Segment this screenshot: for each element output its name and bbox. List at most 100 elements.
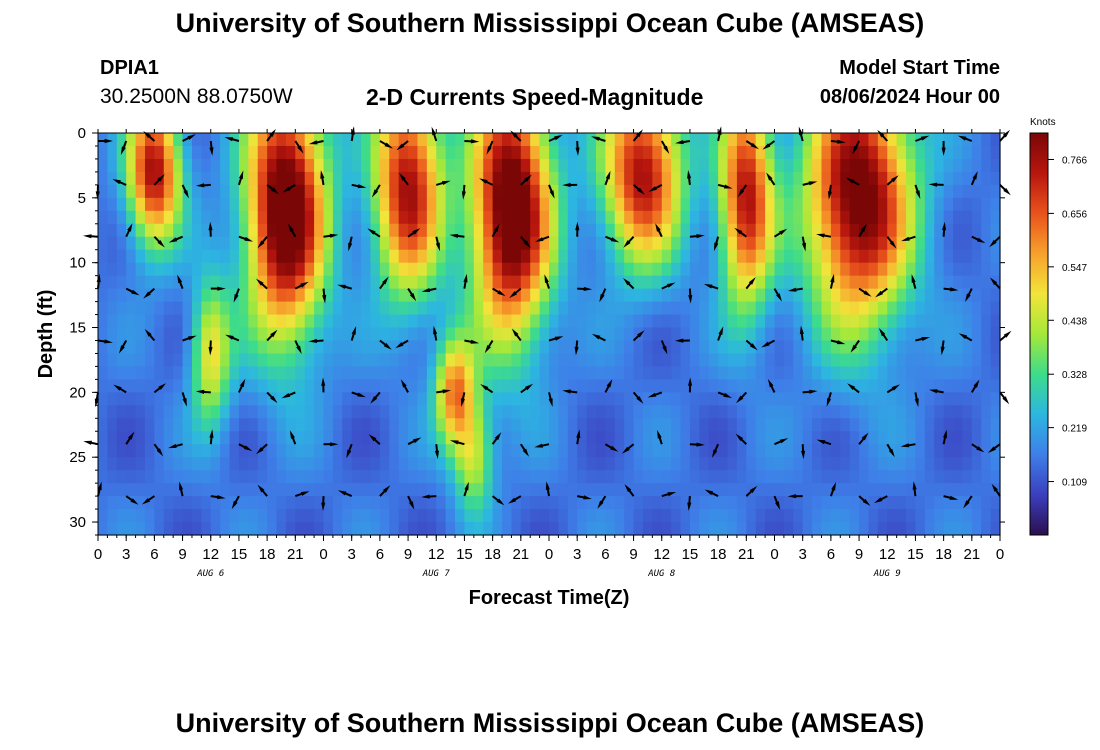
heatmap-cell [877,249,888,264]
heatmap-cell [567,158,578,173]
heatmap-cell [144,379,155,393]
heatmap-cell [868,366,879,380]
heatmap-cell [633,444,644,458]
vector-arrow [999,184,1011,196]
heatmap-cell [154,197,165,212]
heatmap-cell [896,288,907,303]
vector-arrow [461,184,466,200]
vector-arrow [574,340,579,356]
heatmap-cell [953,340,964,355]
heatmap-cell [896,457,907,471]
heatmap-cell [370,366,381,380]
heatmap-cell [520,158,531,173]
heatmap-cell [229,145,240,160]
heatmap-cell [586,262,597,277]
heatmap-cell [708,275,719,290]
heatmap-cell [699,431,710,445]
heatmap-cell [971,262,982,277]
heatmap-cell [191,314,202,329]
heatmap-cell [248,522,259,536]
vector-arrow [449,233,465,238]
heatmap-cell [652,184,663,199]
heatmap-cell [332,301,343,316]
heatmap-cell [830,262,841,277]
vector-arrow [826,392,832,407]
x-tick-label: 18 [484,546,501,563]
heatmap-cell [614,470,625,484]
heatmap-cell [840,496,851,510]
y-tick-label: 25 [69,449,86,466]
heatmap-cell [267,223,278,238]
heatmap-cell [708,509,719,523]
heatmap-cell [614,431,625,445]
heatmap-cell [586,249,597,264]
heatmap-cell [549,496,559,510]
heatmap-cell [276,314,287,329]
heatmap-cell [642,314,653,329]
heatmap-cell [154,470,165,484]
heatmap-cell [173,301,184,316]
heatmap-cell [426,392,437,406]
heatmap-cell [990,158,1001,173]
heatmap-cell [896,418,907,432]
x-tick-label: 9 [178,546,186,563]
heatmap-cell [595,301,606,316]
heatmap-cell [107,249,118,264]
heatmap-cell [624,288,635,303]
heatmap-cell [971,301,982,316]
heatmap-cell [154,275,165,290]
heatmap-cell [887,133,898,147]
heatmap-cell [736,314,747,329]
heatmap-cell [295,392,306,406]
vector-arrow [591,333,606,342]
heatmap-cell [295,262,306,277]
heatmap-cell [633,457,644,471]
heatmap-cell [248,236,259,251]
vector-arrow [209,140,214,156]
heatmap-cell [417,457,428,471]
heatmap-cell [473,210,484,225]
heatmap-cell [530,197,541,212]
heatmap-cell [483,496,494,510]
heatmap-cell [502,145,513,160]
heatmap-cell [351,366,362,380]
heatmap-cell [483,314,494,329]
heatmap-cell [389,379,400,393]
heatmap-cell [229,314,240,329]
heatmap-cell [924,457,935,471]
heatmap-cell [661,509,672,523]
heatmap-cell [896,275,907,290]
heatmap-cell [680,340,691,355]
heatmap-cell [210,145,221,160]
heatmap-cell [398,262,409,277]
heatmap-cell [971,418,982,432]
heatmap-cell [248,444,259,458]
vector-arrow [745,485,758,497]
heatmap-cell [182,522,193,536]
heatmap-cell [464,444,475,458]
heatmap-cell [520,353,531,368]
heatmap-cell [426,288,437,303]
heatmap-cell [257,509,268,523]
heatmap-cell [276,509,287,523]
heatmap-cell [342,431,353,445]
heatmap-cell [943,301,954,316]
vector-arrow [509,287,522,299]
heatmap-cell [567,133,578,147]
heatmap-cell [257,158,268,173]
vector-arrow [144,329,156,342]
heatmap-cell [398,301,409,316]
heatmap-cell [896,405,907,419]
heatmap-cell [163,418,174,432]
heatmap-cell [389,288,400,303]
heatmap-cell [98,379,108,393]
heatmap-cell [765,522,776,536]
heatmap-cell [379,145,390,160]
heatmap-cell [718,418,729,432]
heatmap-cell [285,327,296,342]
heatmap-cell [868,353,879,368]
heatmap-cell [915,210,926,225]
heatmap-cell [492,158,503,173]
heatmap-cell [379,457,390,471]
heatmap-cell [840,483,851,497]
